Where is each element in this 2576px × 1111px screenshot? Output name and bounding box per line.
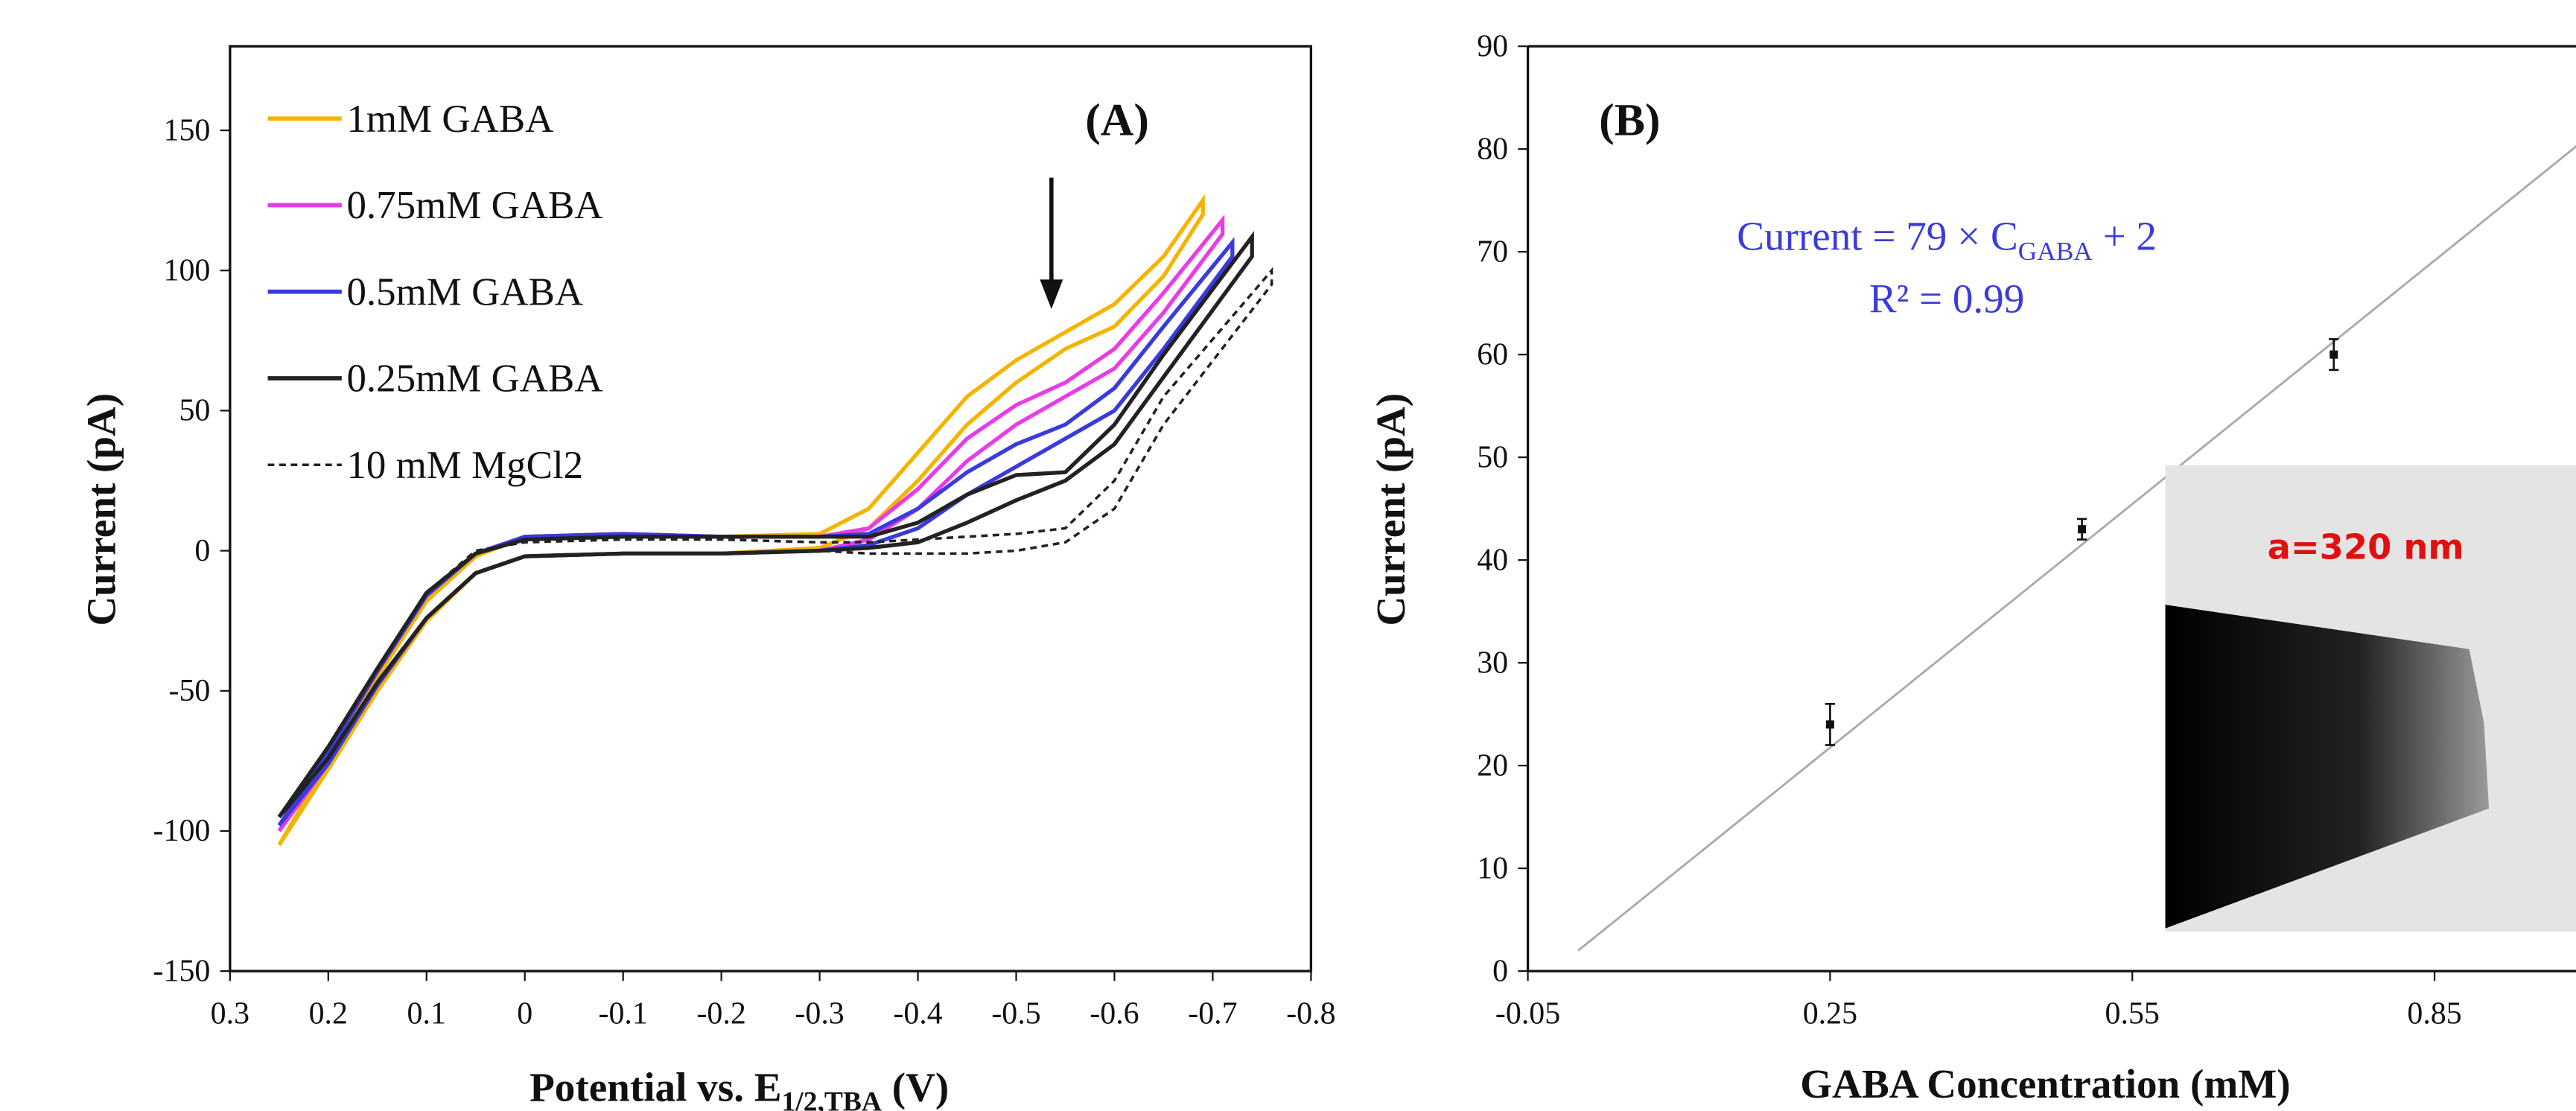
x-tick-label: 0.25 bbox=[1803, 997, 1857, 1031]
x-tick-label: -0.05 bbox=[1495, 997, 1560, 1031]
inset-pipette bbox=[2165, 605, 2490, 929]
y-tick-label: 100 bbox=[164, 253, 211, 287]
x-tick-label: -0.2 bbox=[696, 997, 745, 1031]
cv-curve bbox=[278, 267, 1273, 818]
inset-image: a=320 nm bbox=[2165, 465, 2576, 932]
x-tick-label: -0.6 bbox=[1090, 997, 1139, 1031]
y-tick-label: 80 bbox=[1477, 132, 1508, 166]
y-tick-label: 0 bbox=[194, 534, 210, 568]
arrow-head bbox=[1040, 279, 1063, 310]
cv-curve bbox=[277, 231, 1254, 818]
r-squared: R² = 0.99 bbox=[1869, 276, 2024, 322]
data-point bbox=[2329, 350, 2338, 359]
fit-line bbox=[1577, 144, 2576, 952]
y-axis-label: Current (pA) bbox=[78, 393, 124, 626]
data-point bbox=[2078, 525, 2087, 534]
y-tick-label: 60 bbox=[1477, 337, 1508, 372]
y-tick-label: 50 bbox=[179, 394, 210, 428]
x-label-unit: (V) bbox=[882, 1064, 949, 1110]
x-tick-label: 0 bbox=[517, 997, 532, 1031]
x-tick-label: 0.55 bbox=[2105, 997, 2160, 1031]
panel-label: (A) bbox=[1085, 95, 1149, 145]
legend-label: 10 mM MgCl2 bbox=[346, 444, 583, 487]
equation-tail: + 2 bbox=[2093, 214, 2157, 259]
equation-sub: GABA bbox=[2018, 237, 2093, 266]
x-axis-label: GABA Concentration (mM) bbox=[1800, 1061, 2290, 1107]
y-tick-label: 50 bbox=[1477, 440, 1508, 474]
y-tick-label: 0 bbox=[1492, 954, 1508, 988]
y-axis-label: Current (pA) bbox=[1368, 393, 1413, 626]
equation: Current = 79 × CGABA + 2 bbox=[1737, 214, 2157, 266]
data-point bbox=[1825, 720, 1834, 729]
x-axis-label: Potential vs. E1/2,TBA (V) bbox=[529, 1064, 949, 1111]
x-tick-label: -0.3 bbox=[795, 997, 844, 1031]
y-tick-label: 30 bbox=[1477, 646, 1508, 680]
equation-main: Current = 79 × C bbox=[1737, 214, 2018, 259]
y-tick-label: 10 bbox=[1477, 851, 1508, 885]
x-label-sub: 1/2,TBA bbox=[782, 1087, 882, 1111]
x-tick-label: 0.1 bbox=[407, 997, 446, 1031]
x-tick-label: 0.85 bbox=[2407, 997, 2461, 1031]
x-tick-label: 0.3 bbox=[211, 997, 249, 1031]
y-tick-label: 70 bbox=[1477, 235, 1508, 269]
legend-label: 1mM GABA bbox=[346, 98, 553, 141]
y-tick-label: -100 bbox=[153, 814, 211, 848]
panel-label: (B) bbox=[1599, 95, 1660, 145]
legend-label: 0.75mM GABA bbox=[346, 184, 602, 227]
legend-label: 0.5mM GABA bbox=[346, 270, 583, 313]
x-tick-label: -0.1 bbox=[599, 997, 648, 1031]
x-tick-label: -0.8 bbox=[1286, 997, 1335, 1031]
x-tick-label: 0.2 bbox=[309, 997, 348, 1031]
y-tick-label: 150 bbox=[164, 113, 211, 147]
y-tick-label: 90 bbox=[1477, 29, 1508, 63]
y-tick-label: 20 bbox=[1477, 748, 1508, 783]
y-tick-label: -50 bbox=[168, 674, 210, 708]
y-tick-label: -150 bbox=[153, 954, 211, 988]
x-tick-label: -0.7 bbox=[1188, 997, 1237, 1031]
x-label-main: Potential vs. E bbox=[529, 1064, 781, 1110]
x-tick-label: -0.4 bbox=[893, 997, 942, 1031]
legend-label: 0.25mM GABA bbox=[346, 357, 602, 401]
y-tick-label: 40 bbox=[1477, 543, 1508, 577]
inset-label: a=320 nm bbox=[2268, 526, 2464, 567]
plot-frame bbox=[229, 45, 1313, 972]
x-tick-label: -0.5 bbox=[991, 997, 1040, 1031]
